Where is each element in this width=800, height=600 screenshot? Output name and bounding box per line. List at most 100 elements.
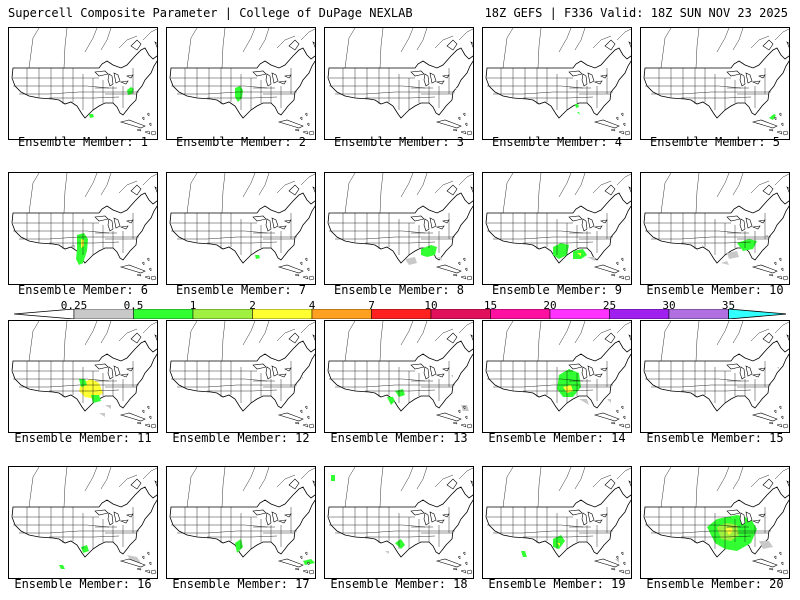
island-outline — [150, 423, 157, 429]
island-outline — [302, 275, 309, 280]
island-outline — [778, 405, 782, 410]
province-border — [258, 467, 270, 490]
island-outline — [452, 421, 458, 425]
island-outline — [141, 409, 145, 414]
island-outline — [466, 130, 473, 136]
member-map — [327, 467, 473, 575]
scp-shading — [405, 257, 417, 265]
scp-shading — [557, 369, 581, 397]
great-lake — [410, 363, 425, 370]
province-border — [416, 321, 428, 344]
member-label: Ensemble Member: 7 — [175, 283, 307, 297]
land-outline — [169, 486, 315, 558]
island-outline — [778, 112, 782, 117]
state-border — [171, 524, 268, 528]
state-border — [207, 535, 278, 538]
state-border — [365, 535, 436, 538]
province-border — [300, 28, 315, 41]
colorbar — [14, 309, 786, 319]
land-outline — [327, 340, 473, 412]
province-border — [434, 35, 454, 49]
state-border — [207, 241, 278, 244]
scp-shading — [557, 543, 560, 546]
island-outline — [462, 405, 466, 410]
cuba-outline — [277, 264, 304, 274]
great-lake — [284, 74, 292, 79]
province-border — [416, 28, 428, 51]
great-lake — [107, 218, 114, 232]
island-outline — [452, 273, 458, 277]
province-border — [502, 321, 514, 362]
province-border — [716, 467, 730, 492]
island-outline — [306, 561, 310, 566]
member-label: Ensemble Member: 16 — [14, 577, 152, 591]
coastline-detail — [470, 41, 473, 48]
province-border — [616, 28, 631, 41]
coastline-detail — [604, 184, 616, 196]
province-border — [28, 28, 40, 69]
state-border — [523, 241, 594, 244]
scp-shading — [127, 87, 134, 95]
scp-shading — [89, 114, 94, 118]
member-map — [169, 173, 315, 281]
great-lake — [726, 70, 741, 77]
coastline-detail — [786, 480, 789, 487]
island-outline — [610, 421, 616, 425]
province-border — [300, 321, 315, 334]
island-outline — [462, 257, 466, 262]
cuba-outline — [277, 412, 304, 422]
scp-shading — [127, 555, 141, 563]
ensemble-member-panel — [324, 466, 474, 579]
island-outline — [615, 116, 619, 121]
state-border — [681, 389, 752, 392]
province-border — [118, 328, 138, 342]
great-lake — [284, 219, 292, 224]
great-lake — [751, 519, 761, 524]
coastline-detail — [604, 39, 616, 51]
scp-shading — [81, 239, 84, 248]
colorbar-tick-label: 2 — [249, 299, 256, 312]
province-border — [344, 28, 356, 69]
island-outline — [620, 405, 624, 410]
scp-shading — [395, 539, 405, 549]
colorbar-segment — [311, 309, 372, 319]
member-label: Ensemble Member: 19 — [488, 577, 626, 591]
island-outline — [299, 261, 303, 266]
island-outline — [308, 275, 315, 281]
scp-shading — [421, 245, 437, 257]
island-outline — [294, 421, 300, 425]
province-border — [276, 35, 296, 49]
ensemble-member-panel — [166, 27, 316, 140]
cuba-outline — [435, 264, 462, 274]
scp-shading — [105, 405, 111, 409]
cuba-outline — [751, 412, 778, 422]
province-border — [750, 35, 770, 49]
great-lake — [126, 367, 134, 372]
coastline-detail — [130, 478, 142, 490]
province-border — [616, 321, 631, 334]
state-border — [49, 389, 120, 392]
scp-shading — [727, 251, 739, 259]
province-border — [774, 173, 789, 186]
great-lake — [739, 512, 746, 526]
province-border — [434, 328, 454, 342]
province-border — [695, 28, 700, 69]
island-outline — [150, 130, 157, 136]
great-lake — [119, 519, 129, 524]
member-map — [485, 467, 631, 575]
cuba-outline — [435, 412, 462, 422]
great-lake — [751, 373, 761, 378]
great-lake — [435, 519, 445, 524]
great-lake — [107, 512, 114, 526]
island-outline — [150, 275, 157, 281]
great-lake — [758, 74, 766, 79]
great-lake — [277, 519, 287, 524]
great-lake — [568, 363, 583, 370]
island-outline — [624, 423, 631, 429]
great-lake — [113, 511, 121, 523]
scp-shading — [59, 565, 65, 569]
province-border — [537, 467, 542, 508]
great-lake — [277, 373, 287, 378]
scp-shading — [553, 535, 565, 549]
province-border — [100, 173, 112, 196]
